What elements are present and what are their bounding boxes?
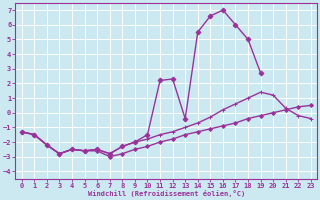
X-axis label: Windchill (Refroidissement éolien,°C): Windchill (Refroidissement éolien,°C) (88, 190, 245, 197)
